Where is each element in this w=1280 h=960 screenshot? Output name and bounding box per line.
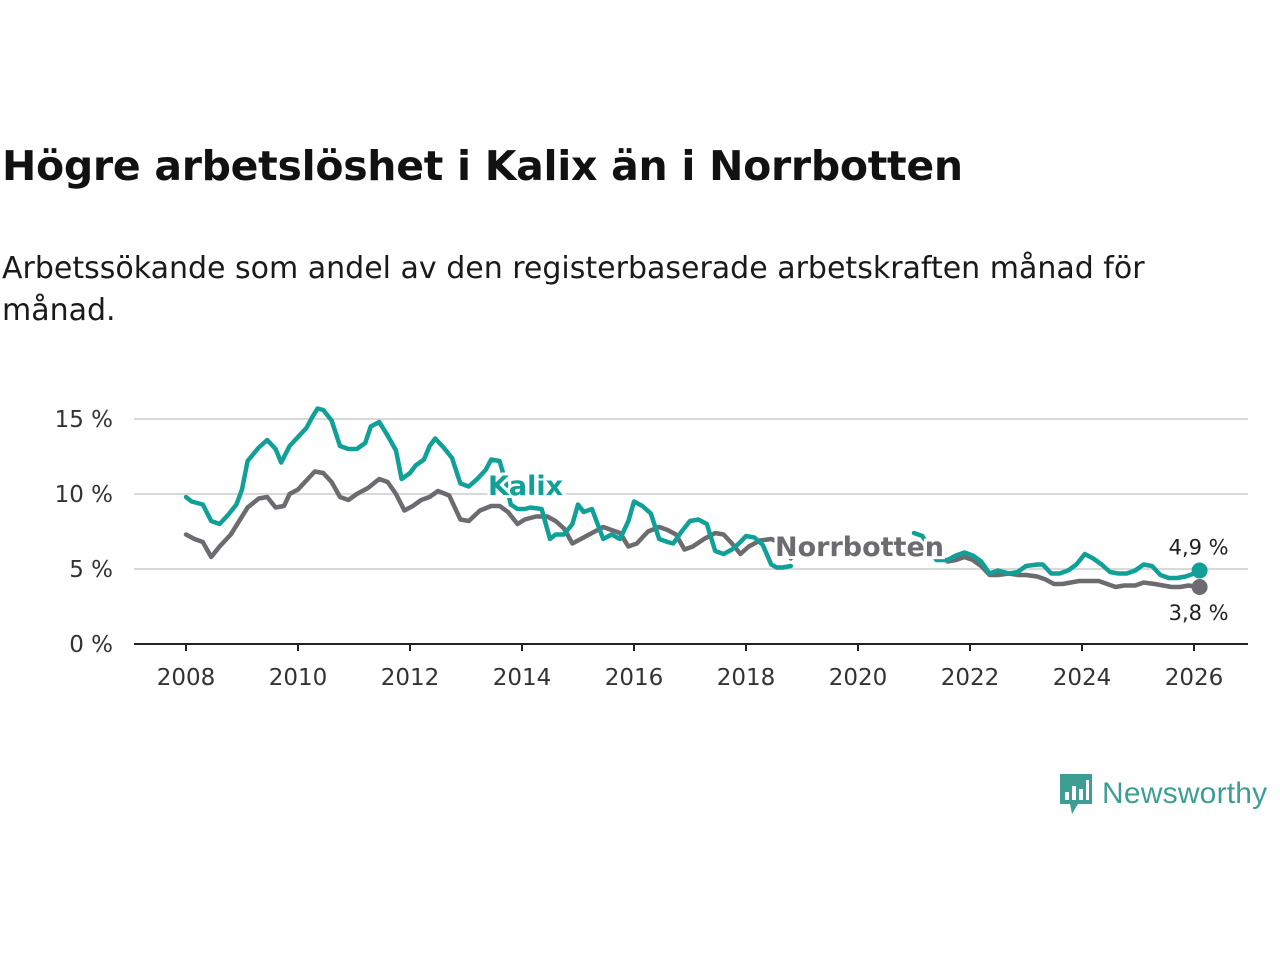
norrbotten-end-value: 3,8 % <box>1169 601 1229 625</box>
x-tick-label: 2018 <box>717 665 776 691</box>
x-tick-label: 2024 <box>1053 665 1112 691</box>
x-tick-label: 2010 <box>269 665 328 691</box>
norrbotten-series-label: Norrbotten <box>775 532 944 563</box>
logo-name: Newsworthy <box>1102 777 1268 810</box>
series-labels: Kalix Norrbotten 4,9 % 3,8 % <box>485 468 1229 625</box>
y-tick-label: 15 % <box>55 407 113 433</box>
y-tick-label: 10 % <box>55 482 113 508</box>
x-tick-label: 2012 <box>381 665 440 691</box>
y-axis-ticks: 0 % 5 % 10 % 15 % <box>55 407 113 658</box>
chart-title: Högre arbetslöshet i Kalix än i Norrbott… <box>2 142 963 190</box>
x-tick-label: 2014 <box>493 665 552 691</box>
norrbotten-line <box>183 469 794 561</box>
line-chart: 0 %5 %10 %15 % 2008 2010 2012 2014 2016 2018 2… <box>55 406 1248 691</box>
bar-chart-icon <box>1060 774 1092 814</box>
x-tick-label: 2016 <box>605 665 664 691</box>
x-tick-label: 2026 <box>1165 665 1224 691</box>
newsworthy-logo[interactable]: Newsworthy <box>1058 772 1267 816</box>
kalix-end-value: 4,9 % <box>1169 536 1229 560</box>
y-tick-label: 5 % <box>69 557 113 583</box>
kalix-line <box>911 530 1202 581</box>
kalix-line <box>183 406 794 570</box>
kalix-series-label: Kalix <box>488 471 563 502</box>
series-lines <box>183 406 1208 595</box>
gridlines <box>134 418 1248 570</box>
norrbotten-end-point <box>1191 579 1208 595</box>
kalix-end-point <box>1191 562 1208 579</box>
y-tick-label: 0 % <box>69 632 113 658</box>
x-axis: 2008 2010 2012 2014 2016 2018 2020 2022 2024 2026 <box>134 643 1248 691</box>
x-tick-label: 2020 <box>829 665 888 691</box>
x-tick-label: 2022 <box>941 665 1000 691</box>
chart-subtitle: Arbetssökande som andel av den registerb… <box>2 251 1145 328</box>
norrbotten-line <box>945 554 1202 590</box>
x-tick-label: 2008 <box>157 665 216 691</box>
